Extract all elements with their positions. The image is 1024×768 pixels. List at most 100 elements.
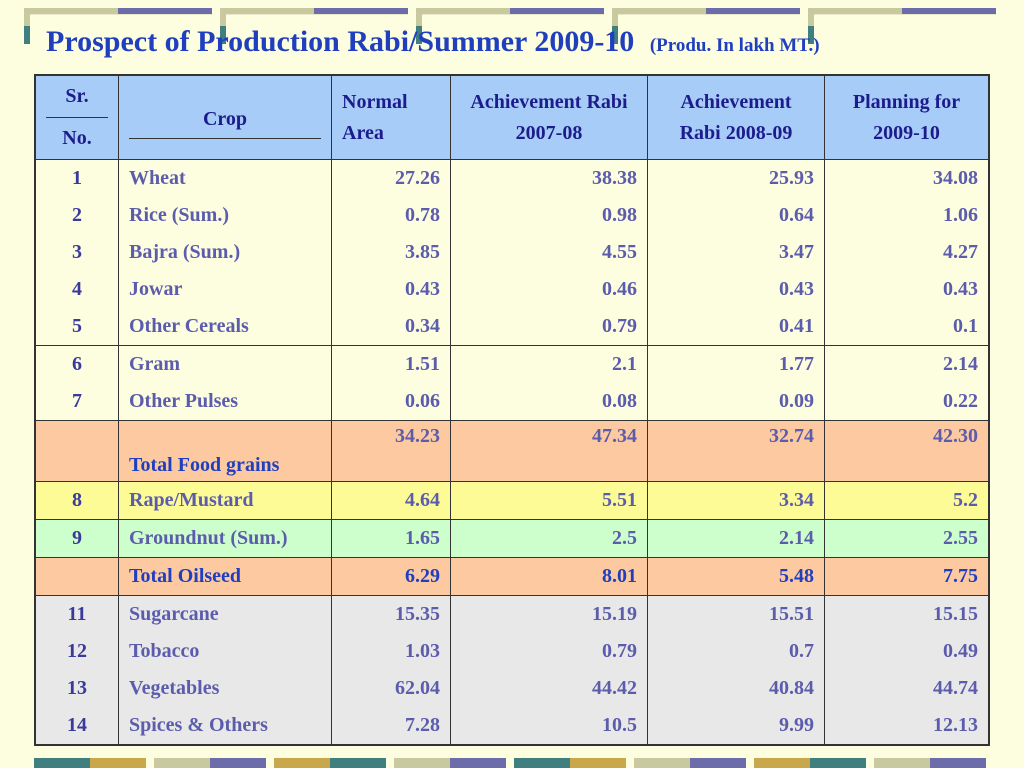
sr-cell: 12 — [34, 633, 119, 670]
achievement-2008-09-cell: 25.93 — [647, 159, 825, 197]
header-achievement-2007-08: Achievement Rabi 2007-08 — [450, 75, 648, 160]
sr-cell: 9 — [34, 519, 119, 558]
sr-cell: 1 — [34, 159, 119, 197]
normal-area-cell: 1.51 — [331, 345, 451, 383]
table-header-row: Sr. No. Crop Normal Area Achievement Rab… — [34, 75, 990, 160]
achievement-2007-08-cell: 2.1 — [450, 345, 648, 383]
slide-title: Prospect of Production Rabi/Summer 2009-… — [46, 24, 820, 64]
achievement-2007-08-cell: 0.79 — [450, 633, 648, 670]
sr-cell: 14 — [34, 707, 119, 745]
normal-area-cell: 7.28 — [331, 707, 451, 745]
normal-area-cell: 34.23 — [331, 420, 451, 482]
achievement-2007-08-cell: 2.5 — [450, 519, 648, 558]
sr-cell: 3 — [34, 234, 119, 271]
normal-area-cell: 15.35 — [331, 595, 451, 633]
table-row: 11 Sugarcane 15.35 15.19 15.51 15.15 — [34, 595, 990, 633]
table-row: 5 Other Cereals 0.34 0.79 0.41 0.1 — [34, 308, 990, 346]
sr-cell: 6 — [34, 345, 119, 383]
achievement-2008-09-cell: 0.64 — [647, 197, 825, 234]
planning-2009-10-cell: 0.22 — [824, 383, 990, 421]
normal-area-cell: 0.34 — [331, 308, 451, 346]
achievement-2007-08-cell: 0.79 — [450, 308, 648, 346]
normal-area-cell: 0.78 — [331, 197, 451, 234]
achievement-2008-09-cell: 1.77 — [647, 345, 825, 383]
bottom-decorative-strip — [0, 758, 1024, 768]
sr-cell: 11 — [34, 595, 119, 633]
achievement-2007-08-cell: 5.51 — [450, 481, 648, 520]
achievement-2007-08-cell: 38.38 — [450, 159, 648, 197]
normal-area-cell: 3.85 — [331, 234, 451, 271]
crop-cell: Rice (Sum.) — [118, 197, 332, 234]
banner-block — [808, 8, 996, 45]
crop-cell: Wheat — [118, 159, 332, 197]
total-food-grains-row: Total Food grains 34.23 47.34 32.74 42.3… — [34, 420, 990, 482]
planning-2009-10-cell: 2.14 — [824, 345, 990, 383]
achievement-2008-09-cell: 0.09 — [647, 383, 825, 421]
crop-cell: Tobacco — [118, 633, 332, 670]
sr-cell: 5 — [34, 308, 119, 346]
achievement-2007-08-cell: 15.19 — [450, 595, 648, 633]
table-row: 14 Spices & Others 7.28 10.5 9.99 12.13 — [34, 707, 990, 745]
sr-cell: 8 — [34, 481, 119, 520]
table-row: 2 Rice (Sum.) 0.78 0.98 0.64 1.06 — [34, 197, 990, 234]
achievement-2007-08-cell: 47.34 — [450, 420, 648, 482]
crop-cell: Bajra (Sum.) — [118, 234, 332, 271]
planning-2009-10-cell: 1.06 — [824, 197, 990, 234]
sr-cell: 2 — [34, 197, 119, 234]
table-row: 9 Groundnut (Sum.) 1.65 2.5 2.14 2.55 — [34, 519, 990, 558]
achievement-2008-09-cell: 2.14 — [647, 519, 825, 558]
achievement-2007-08-cell: 4.55 — [450, 234, 648, 271]
normal-area-cell: 1.03 — [331, 633, 451, 670]
sr-cell — [34, 420, 119, 482]
achievement-2007-08-cell: 8.01 — [450, 557, 648, 596]
normal-area-cell: 27.26 — [331, 159, 451, 197]
normal-area-cell: 4.64 — [331, 481, 451, 520]
normal-area-cell: 62.04 — [331, 670, 451, 707]
table-row: 6 Gram 1.51 2.1 1.77 2.14 — [34, 345, 990, 383]
achievement-2008-09-cell: 5.48 — [647, 557, 825, 596]
planning-2009-10-cell: 34.08 — [824, 159, 990, 197]
planning-2009-10-cell: 0.1 — [824, 308, 990, 346]
header-achievement-2008-09: Achievement Rabi 2008-09 — [647, 75, 825, 160]
planning-2009-10-cell: 2.55 — [824, 519, 990, 558]
planning-2009-10-cell: 7.75 — [824, 557, 990, 596]
crop-cell: Jowar — [118, 271, 332, 308]
table-row: 7 Other Pulses 0.06 0.08 0.09 0.22 — [34, 383, 990, 421]
normal-area-cell: 0.06 — [331, 383, 451, 421]
crop-cell: Rape/Mustard — [118, 481, 332, 520]
table-row: 3 Bajra (Sum.) 3.85 4.55 3.47 4.27 — [34, 234, 990, 271]
title-text: Prospect of Production Rabi/Summer 2009-… — [46, 25, 635, 58]
production-table: Sr. No. Crop Normal Area Achievement Rab… — [34, 74, 990, 746]
achievement-2007-08-cell: 10.5 — [450, 707, 648, 745]
achievement-2008-09-cell: 3.47 — [647, 234, 825, 271]
planning-2009-10-cell: 44.74 — [824, 670, 990, 707]
achievement-2008-09-cell: 0.43 — [647, 271, 825, 308]
normal-area-cell: 0.43 — [331, 271, 451, 308]
table-row: 4 Jowar 0.43 0.46 0.43 0.43 — [34, 271, 990, 308]
banner-block — [24, 8, 212, 45]
banner-block — [220, 8, 408, 45]
planning-2009-10-cell: 4.27 — [824, 234, 990, 271]
header-crop-label: Crop — [129, 97, 321, 139]
header-sr-no: Sr. No. — [34, 75, 119, 160]
planning-2009-10-cell: 42.30 — [824, 420, 990, 482]
sr-cell — [34, 557, 119, 596]
crop-cell: Total Oilseed — [118, 557, 332, 596]
achievement-2007-08-cell: 0.46 — [450, 271, 648, 308]
crop-cell: Spices & Others — [118, 707, 332, 745]
crop-cell: Other Cereals — [118, 308, 332, 346]
normal-area-cell: 6.29 — [331, 557, 451, 596]
header-crop: Crop — [118, 75, 332, 160]
sr-cell: 13 — [34, 670, 119, 707]
crop-cell: Gram — [118, 345, 332, 383]
banner-block — [612, 8, 800, 45]
top-decorative-banner — [0, 0, 1024, 50]
total-oilseed-row: Total Oilseed 6.29 8.01 5.48 7.75 — [34, 557, 990, 596]
crop-cell: Vegetables — [118, 670, 332, 707]
achievement-2008-09-cell: 15.51 — [647, 595, 825, 633]
table-row: 13 Vegetables 62.04 44.42 40.84 44.74 — [34, 670, 990, 707]
header-sr-label: Sr. — [46, 76, 108, 118]
crop-cell: Sugarcane — [118, 595, 332, 633]
achievement-2008-09-cell: 40.84 — [647, 670, 825, 707]
achievement-2007-08-cell: 44.42 — [450, 670, 648, 707]
